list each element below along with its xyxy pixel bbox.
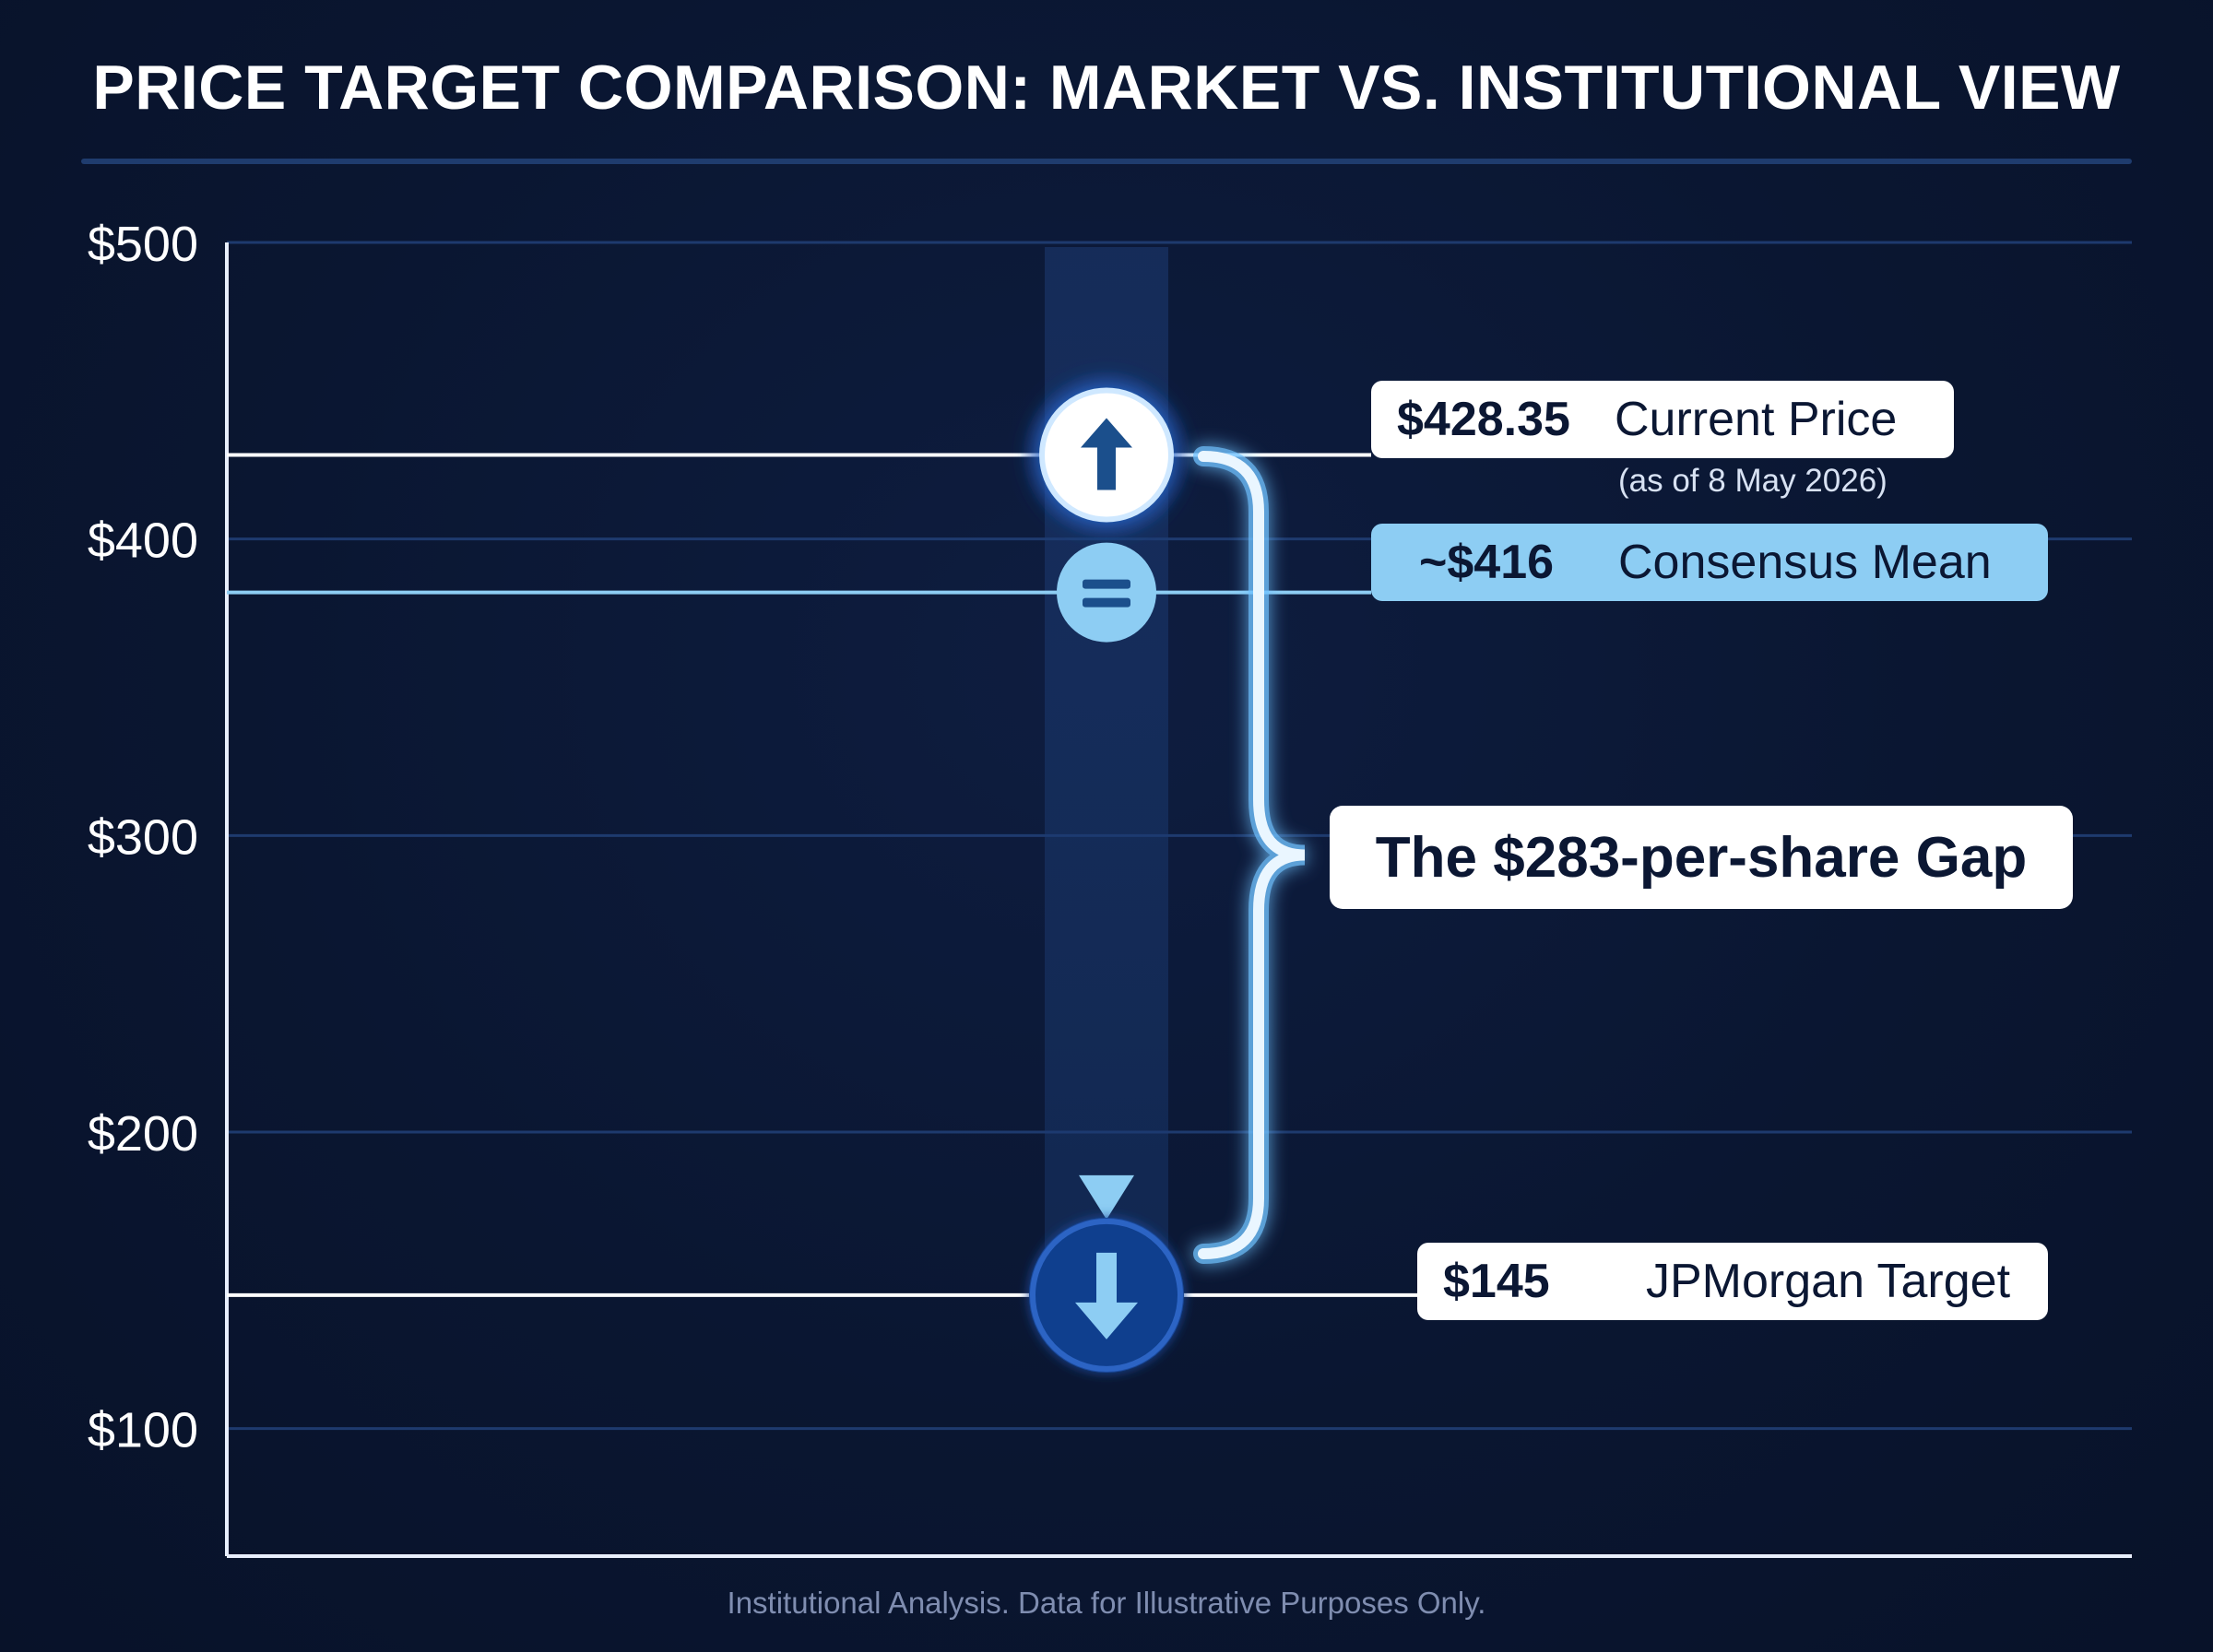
consensus-mean-name: Consensus Mean	[1618, 536, 1992, 589]
consensus-mean-marker	[1057, 542, 1156, 643]
current-price-date-note: (as of 8 May 2026)	[1618, 463, 1888, 499]
y-tick-label-300: $300	[88, 809, 198, 865]
jpmorgan-target-label: $145 JPMorgan Target	[1417, 1243, 2048, 1320]
arrow-down-icon	[1075, 1252, 1138, 1339]
gap-annotation: The $283-per-share Gap	[1330, 806, 2073, 909]
gap-arrow-head	[1079, 1174, 1134, 1220]
gap-brace	[1198, 451, 1306, 1259]
chart-title: PRICE TARGET COMPARISON: MARKET VS. INST…	[92, 53, 2121, 123]
equals-icon	[1083, 579, 1130, 589]
current-price-value: $428.35	[1397, 393, 1570, 446]
current-price-name: Current Price	[1615, 393, 1898, 446]
arrow-up-icon	[1081, 418, 1132, 490]
consensus-mean-label: ~$416 Consensus Mean	[1371, 524, 2048, 601]
equals-icon-bar	[1083, 597, 1130, 608]
current-price-label: $428.35 Current Price	[1371, 381, 1954, 458]
title-divider	[81, 159, 2132, 164]
y-tick-label-500: $500	[88, 217, 198, 272]
jpmorgan-target-value: $145	[1443, 1255, 1550, 1308]
footer-disclaimer: Institutional Analysis. Data for Illustr…	[727, 1586, 1486, 1620]
y-tick-label-400: $400	[88, 513, 198, 569]
y-tick-label-200: $200	[88, 1106, 198, 1162]
consensus-mean-value: ~$416	[1419, 536, 1555, 589]
jpmorgan-target-name: JPMorgan Target	[1646, 1255, 2011, 1308]
y-tick-label-100: $100	[88, 1403, 198, 1458]
